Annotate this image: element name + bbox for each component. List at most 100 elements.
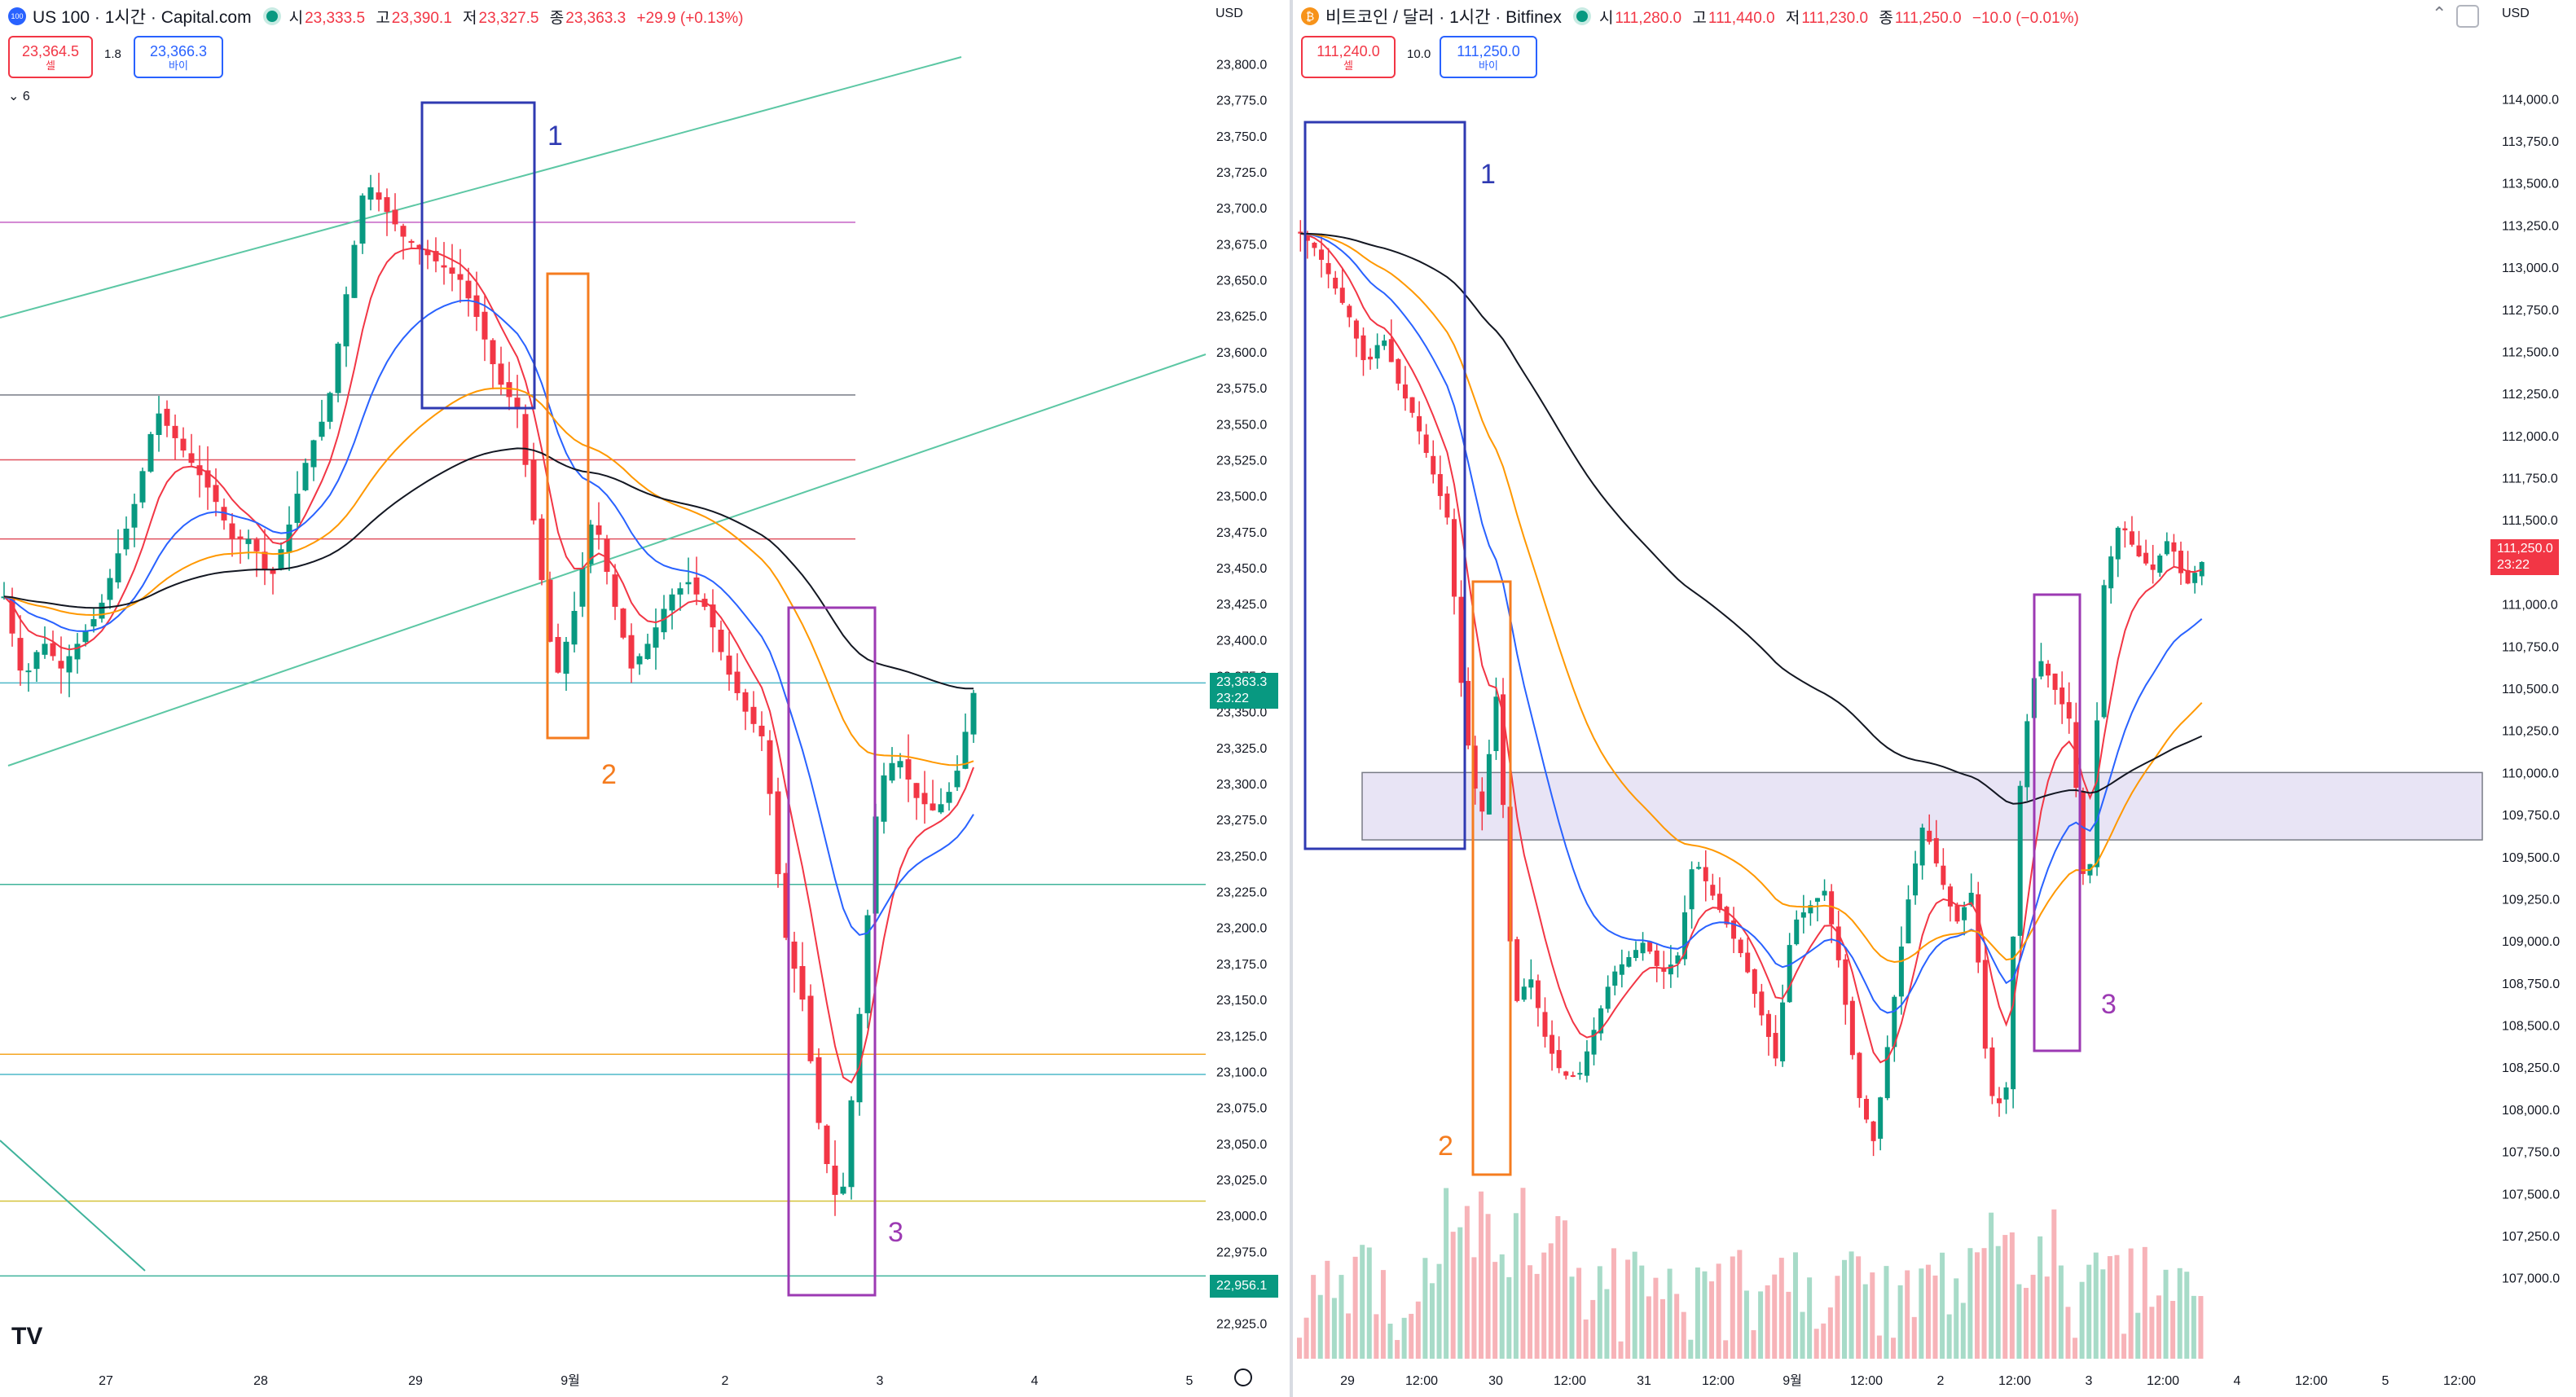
volume-bar	[1842, 1259, 1847, 1359]
x-tick-label: 31	[1637, 1374, 1651, 1388]
candle-body	[1556, 1050, 1562, 1069]
volume-bar	[1395, 1340, 1400, 1359]
candle-body	[2164, 541, 2169, 555]
volume-bar	[1856, 1256, 1862, 1359]
volume-bar	[1989, 1212, 1994, 1359]
y-tick-label: 112,750.0	[2502, 304, 2559, 318]
symbol-title[interactable]: 비트코인 / 달러 · 1시간 · Bitfinex	[1325, 8, 1562, 27]
symbol-title[interactable]: US 100 · 1시간 · Capital.com	[33, 8, 252, 27]
candle-body	[563, 641, 569, 674]
open-value: 111,280.0	[1615, 9, 1682, 27]
volume-bar	[1625, 1259, 1631, 1359]
annotation-box-1	[420, 101, 536, 410]
sell-button[interactable]: 111,240.0 셀	[1301, 36, 1396, 78]
candle-body	[294, 494, 301, 523]
currency-label[interactable]: USD	[2502, 7, 2530, 20]
candle-body	[392, 209, 398, 225]
volume-bar	[2009, 1232, 2015, 1359]
annotation-label-3: 3	[2101, 989, 2117, 1020]
candle-body	[1864, 1099, 1870, 1120]
indicators-toggle[interactable]: ⌄ 6	[8, 90, 30, 103]
volume-bar	[1751, 1329, 1756, 1359]
candle-body	[1941, 865, 1946, 885]
candle-body	[204, 470, 211, 488]
candle-body	[1849, 1000, 1855, 1056]
ema-mid-line	[1300, 232, 2203, 1014]
btcusd-chart-canvas[interactable]: 114,000.0 113,750.0 113,500.0 113,250.0 113,…	[1293, 0, 2576, 1397]
candle-body	[188, 453, 195, 463]
annotation-label-2: 2	[601, 759, 617, 790]
x-tick-label: 3	[877, 1374, 884, 1388]
ohlc-readout: 시 111,280.0 고 111,440.0 저 111,230.0 종 111,25…	[1598, 9, 2079, 27]
chart-pane-us100[interactable]: 23,800.0 23,775.0 23,750.0 23,725.0 23,700.0…	[0, 0, 1293, 1397]
y-tick-label: 23,000.0	[1216, 1210, 1267, 1223]
y-tick-label: 23,675.0	[1216, 238, 1267, 252]
sell-button[interactable]: 23,364.5 셀	[8, 36, 93, 78]
market-open-icon	[1576, 11, 1588, 22]
x-tick-label: 12:00	[2147, 1374, 2179, 1388]
volume-bar	[1940, 1252, 1945, 1359]
volume-bar	[2016, 1284, 2022, 1359]
y-tick-label: 23,700.0	[1216, 202, 1267, 216]
candle-body	[196, 465, 203, 476]
volume-bar	[1520, 1188, 1526, 1359]
volume-bar	[2142, 1246, 2147, 1359]
buy-button[interactable]: 23,366.3 바이	[134, 36, 223, 78]
candle-body	[555, 636, 561, 673]
annotation-label-1: 1	[1480, 159, 1496, 190]
x-tick-label: 12:00	[2295, 1374, 2328, 1388]
volume-bar	[1346, 1313, 1352, 1359]
candle-body	[571, 610, 578, 645]
candle-body	[449, 267, 455, 274]
us100-chart-canvas[interactable]: 23,800.0 23,775.0 23,750.0 23,725.0 23,700.0…	[0, 0, 1290, 1397]
candle-body	[384, 197, 390, 213]
current-price-tag: 111,250.0 23:22	[2490, 539, 2559, 575]
gear-icon[interactable]	[1234, 1368, 1252, 1386]
y-tick-label: 108,250.0	[2502, 1061, 2560, 1075]
x-tick-label: 12:00	[1998, 1374, 2031, 1388]
candle-body	[2199, 561, 2205, 577]
candle-body	[1878, 1097, 1884, 1139]
candle-body	[653, 627, 659, 648]
candle-body	[864, 915, 871, 1013]
candle-body	[465, 280, 472, 299]
candle-body	[172, 425, 178, 438]
candle-body	[930, 803, 936, 811]
candle-body	[848, 1100, 855, 1188]
candle-body	[506, 382, 512, 398]
volume-bar	[1604, 1289, 1610, 1359]
candle-body	[335, 343, 341, 393]
candle-body	[514, 398, 521, 410]
candle-body	[1703, 867, 1708, 881]
candle-body	[1431, 455, 1436, 475]
candle-body	[547, 579, 553, 642]
y-tick-label: 23,475.0	[1216, 526, 1267, 540]
candle-body	[921, 793, 928, 805]
candle-body	[2185, 569, 2191, 584]
candle-body	[726, 655, 732, 675]
volume-bar	[1723, 1340, 1729, 1359]
ema-mid-line	[3, 299, 974, 936]
candle-body	[2059, 688, 2065, 705]
ema-fast-line	[3, 247, 974, 1084]
candle-body	[1312, 243, 1317, 248]
more-options-icon[interactable]: ⌃	[2432, 3, 2447, 24]
chart-pane-btcusd[interactable]: 114,000.0 113,750.0 113,500.0 113,250.0 113,…	[1293, 0, 2576, 1397]
volume-bar	[2114, 1254, 2120, 1359]
candle-body	[1898, 947, 1904, 997]
tradingview-logo[interactable]: TV	[11, 1323, 43, 1350]
volume-bar	[1702, 1271, 1708, 1359]
ema-long-line	[1300, 232, 2203, 805]
y-tick-label: 23,750.0	[1216, 130, 1267, 144]
candle-body	[1759, 991, 1765, 1016]
maximize-icon[interactable]	[2456, 5, 2479, 28]
volume-bar	[1660, 1298, 1665, 1359]
y-tick-label: 23,200.0	[1216, 922, 1267, 936]
x-tick-label: 2	[722, 1374, 729, 1388]
x-tick-label: 3	[2086, 1374, 2093, 1388]
candle-body	[962, 731, 969, 769]
buy-button[interactable]: 111,250.0 바이	[1440, 36, 1537, 78]
candle-body	[1619, 964, 1624, 975]
ema-long-line	[3, 447, 974, 690]
currency-label[interactable]: USD	[1215, 7, 1243, 20]
